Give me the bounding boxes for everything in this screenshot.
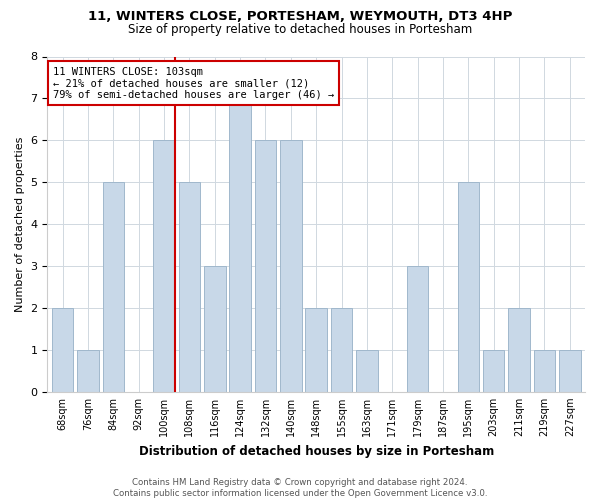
Bar — [77, 350, 99, 392]
Text: 11, WINTERS CLOSE, PORTESHAM, WEYMOUTH, DT3 4HP: 11, WINTERS CLOSE, PORTESHAM, WEYMOUTH, … — [88, 10, 512, 23]
Text: Contains HM Land Registry data © Crown copyright and database right 2024.
Contai: Contains HM Land Registry data © Crown c… — [113, 478, 487, 498]
Bar — [483, 350, 505, 392]
Text: Size of property relative to detached houses in Portesham: Size of property relative to detached ho… — [128, 22, 472, 36]
Bar — [533, 350, 555, 392]
Bar — [305, 308, 327, 392]
Bar — [559, 350, 581, 392]
Bar — [407, 266, 428, 392]
Bar — [179, 182, 200, 392]
Bar — [229, 98, 251, 392]
Bar — [280, 140, 302, 392]
Bar — [331, 308, 352, 392]
Bar — [458, 182, 479, 392]
Bar — [52, 308, 73, 392]
Bar — [255, 140, 276, 392]
Bar — [103, 182, 124, 392]
Bar — [204, 266, 226, 392]
Bar — [508, 308, 530, 392]
X-axis label: Distribution of detached houses by size in Portesham: Distribution of detached houses by size … — [139, 444, 494, 458]
Bar — [356, 350, 377, 392]
Bar — [153, 140, 175, 392]
Text: 11 WINTERS CLOSE: 103sqm
← 21% of detached houses are smaller (12)
79% of semi-d: 11 WINTERS CLOSE: 103sqm ← 21% of detach… — [53, 66, 334, 100]
Y-axis label: Number of detached properties: Number of detached properties — [15, 136, 25, 312]
